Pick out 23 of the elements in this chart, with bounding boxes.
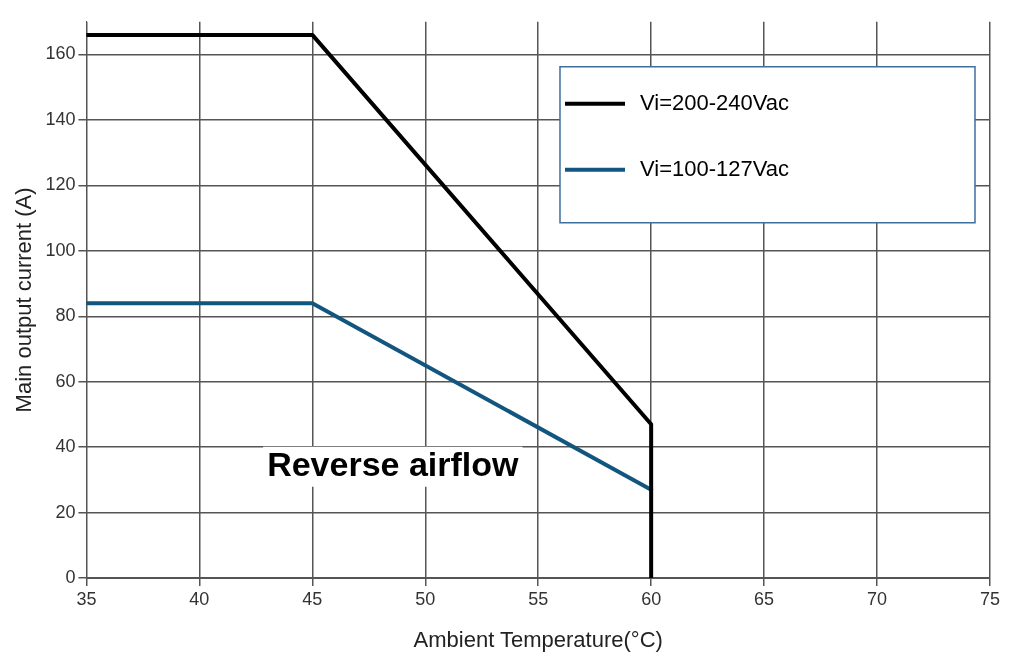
- x-tick-label: 70: [867, 588, 888, 609]
- x-axis-title: Ambient Temperature(°C): [413, 626, 663, 652]
- x-tick-label: 65: [754, 588, 775, 609]
- y-axis-title: Main output current (A): [11, 187, 37, 413]
- x-tick-label: 60: [641, 588, 662, 609]
- x-tick-label: 40: [189, 588, 210, 609]
- x-tick-label: 75: [979, 588, 1000, 609]
- y-tick-label: 120: [45, 174, 76, 195]
- y-tick-label: 0: [65, 566, 76, 587]
- legend-label: Vi=100-127Vac: [639, 155, 790, 181]
- y-tick-label: 60: [55, 370, 76, 391]
- annotation: Reverse airflow: [267, 445, 520, 484]
- x-tick-label: 35: [76, 588, 97, 609]
- y-tick-label: 80: [55, 305, 76, 326]
- legend-label: Vi=200-240Vac: [639, 89, 790, 115]
- y-tick-label: 140: [45, 108, 76, 129]
- x-tick-label: 55: [528, 588, 549, 609]
- x-tick-label: 45: [302, 588, 323, 609]
- x-tick-label: 50: [415, 588, 436, 609]
- y-tick-label: 20: [55, 501, 76, 522]
- y-tick-label: 40: [55, 436, 76, 457]
- y-tick-label: 160: [45, 43, 76, 64]
- y-tick-label: 100: [45, 239, 76, 260]
